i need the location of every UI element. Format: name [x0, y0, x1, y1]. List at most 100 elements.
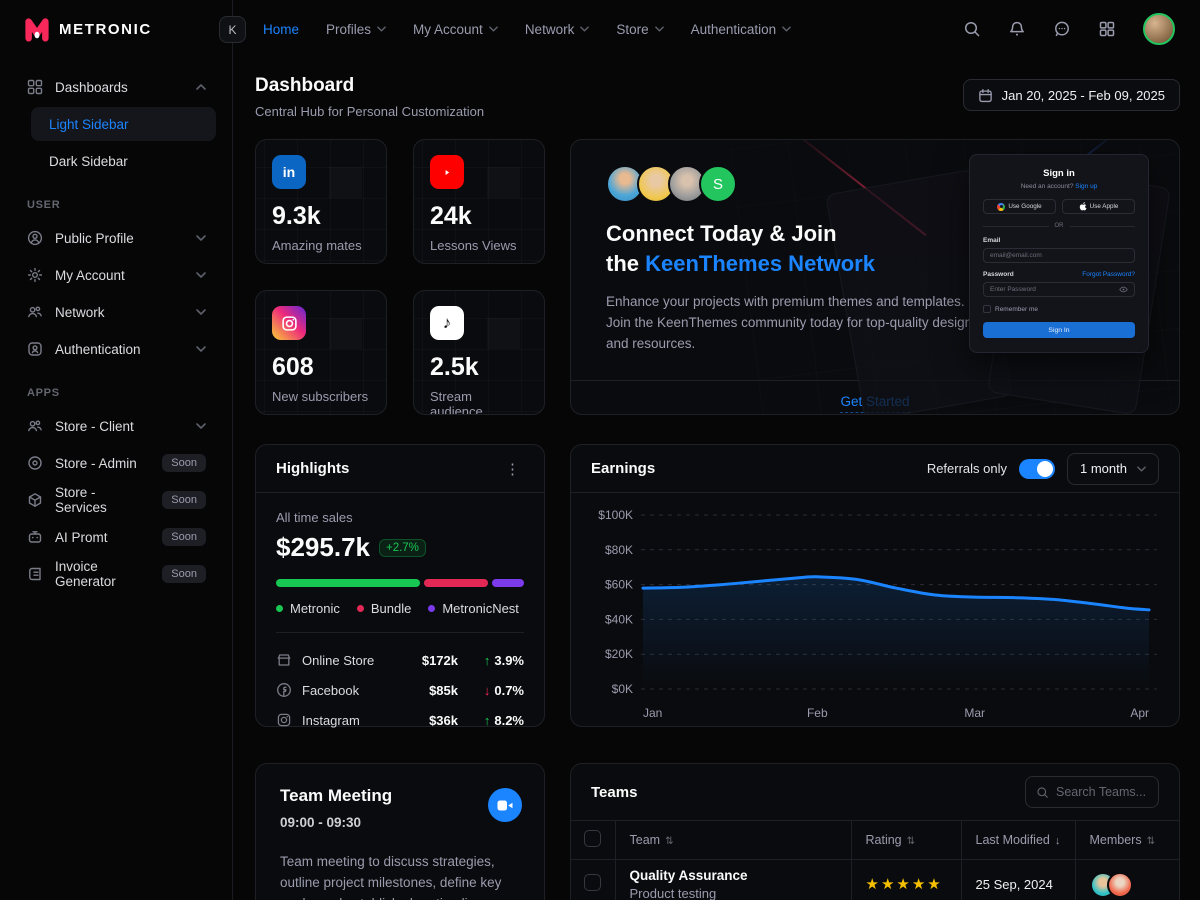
- sidebar-section-apps: APPS: [27, 387, 60, 399]
- sidebar-item-network[interactable]: Network: [10, 295, 216, 329]
- stat-value: 9.3k: [272, 202, 321, 230]
- dist-seg-0: [276, 579, 420, 587]
- cube-icon: [28, 493, 42, 507]
- nav-store[interactable]: Store: [616, 22, 664, 37]
- sidebar-nav: Dashboards Light Sidebar Dark Sidebar US…: [0, 58, 232, 591]
- column-header-last-modified[interactable]: Last Modified ↓: [960, 820, 1075, 860]
- stat-value: 2.5k: [430, 353, 479, 381]
- svg-text:Jan: Jan: [643, 706, 662, 720]
- column-header-rating[interactable]: Rating ⇅: [850, 820, 961, 860]
- sidebar-item-store-admin[interactable]: Store - Admin Soon: [10, 446, 216, 480]
- soon-badge: Soon: [162, 565, 206, 583]
- sort-down-icon: ↓: [1054, 835, 1061, 847]
- signin-mockup: Sign in Need an account? Sign up Use Goo…: [969, 154, 1149, 353]
- gear-icon: [27, 267, 43, 283]
- search-icon[interactable]: [963, 20, 981, 38]
- sidebar-item-light-sidebar[interactable]: Light Sidebar: [31, 107, 216, 141]
- referrals-only-toggle[interactable]: [1019, 458, 1056, 479]
- nav-authentication[interactable]: Authentication: [691, 22, 792, 37]
- sidebar-item-authentication[interactable]: Authentication: [10, 332, 216, 366]
- shield-icon: [28, 342, 42, 356]
- video-call-button[interactable]: [488, 788, 522, 822]
- chevron-down-icon: [377, 26, 386, 32]
- dist-seg-2: [491, 579, 524, 587]
- eye-icon: [1119, 286, 1128, 293]
- down-arrow-icon: ↓: [483, 682, 491, 698]
- sidebar-item-invoice-generator[interactable]: Invoice Generator Soon: [10, 557, 216, 591]
- sidebar-item-label: Dashboards: [55, 79, 128, 95]
- row-checkbox[interactable]: [584, 873, 601, 891]
- nav-profiles[interactable]: Profiles: [326, 22, 386, 37]
- team-subtitle: Product testing: [629, 886, 717, 900]
- stat-label: Amazing mates: [272, 238, 362, 253]
- calendar-icon: [978, 88, 992, 102]
- chevron-down-icon: [580, 26, 590, 32]
- team-meeting-title: Team Meeting: [280, 786, 393, 805]
- sidebar-item-public-profile[interactable]: Public Profile: [10, 221, 216, 255]
- nav-network[interactable]: Network: [525, 22, 590, 37]
- team-meeting-time: 09:00 - 09:30: [280, 815, 362, 830]
- svg-text:Mar: Mar: [964, 706, 985, 720]
- notifications-bell-icon[interactable]: [1008, 20, 1026, 38]
- chat-icon[interactable]: [1053, 20, 1071, 38]
- sidebar-item-dark-sidebar[interactable]: Dark Sidebar: [49, 153, 128, 169]
- stat-card-instagram: 608 New subscribers: [255, 290, 387, 415]
- grid-icon: [27, 79, 43, 95]
- topbar-actions: [963, 13, 1175, 45]
- highlight-row-facebook: Facebook $85k ↓ 0.7%: [276, 675, 524, 705]
- period-select[interactable]: 1 month: [1067, 452, 1159, 485]
- date-range-button[interactable]: Jan 20, 2025 - Feb 09, 2025: [962, 79, 1180, 111]
- sidebar-item-my-account[interactable]: My Account: [10, 258, 216, 292]
- sidebar-item-dashboards[interactable]: Dashboards: [10, 70, 216, 104]
- earnings-card: Earnings Referrals only 1 month: [570, 444, 1180, 727]
- legend-dot-0: [276, 605, 283, 612]
- svg-text:Feb: Feb: [807, 706, 828, 720]
- user-avatar[interactable]: [1143, 13, 1175, 45]
- svg-text:$60K: $60K: [605, 578, 633, 592]
- stat-card-linkedin: in 9.3k Amazing mates: [255, 139, 387, 264]
- signup-link: Sign up: [1075, 183, 1098, 190]
- teams-search-input[interactable]: [1056, 785, 1146, 799]
- legend-dot-2: [428, 605, 436, 612]
- up-arrow-icon: ↑: [483, 712, 491, 728]
- chevron-down-icon: [196, 346, 206, 352]
- member-avatars: [1089, 871, 1166, 898]
- chevron-down-icon: [654, 26, 664, 32]
- last-modified-date: 25 Sep, 2024: [960, 859, 1075, 900]
- chevron-down-icon: [488, 26, 498, 32]
- instagram-icon: [272, 306, 306, 340]
- svg-text:$40K: $40K: [605, 612, 633, 626]
- sidebar-item-ai-promt[interactable]: AI Promt Soon: [10, 520, 216, 554]
- sidebar-item-store-services[interactable]: Store - Services Soon: [10, 483, 216, 517]
- sort-icon: ⇅: [1146, 836, 1155, 847]
- stat-label: Stream audience: [430, 389, 483, 415]
- avatar: [1106, 871, 1133, 898]
- nav-my-account[interactable]: My Account: [413, 22, 498, 37]
- sales-label: All time sales: [276, 510, 353, 525]
- sidebar-item-store-client[interactable]: Store - Client: [10, 409, 216, 443]
- team-name: Quality Assurance: [629, 868, 748, 883]
- chevron-down-icon: [196, 235, 206, 241]
- stat-label: New subscribers: [272, 389, 369, 404]
- sort-icon: ⇅: [906, 836, 916, 847]
- select-all-checkbox[interactable]: [584, 830, 601, 847]
- rating-stars: ★★★★★: [865, 876, 943, 893]
- chevron-up-icon: [196, 84, 206, 90]
- up-arrow-icon: ↑: [483, 652, 491, 668]
- distribution-legend: Metronic Bundle MetronicNest: [276, 601, 524, 616]
- sidebar-toggle-button[interactable]: K: [219, 16, 246, 43]
- mockup-signin-button: Sign In: [983, 322, 1135, 338]
- kebab-menu-icon[interactable]: ⋮: [505, 460, 520, 478]
- column-header-team[interactable]: Team ⇅: [614, 820, 851, 860]
- teams-table: Team ⇅ Rating ⇅ Last Modified ↓ Members ⇅: [571, 820, 1179, 900]
- users-icon: [28, 306, 42, 318]
- nav-home[interactable]: Home: [263, 21, 300, 37]
- column-header-members[interactable]: Members ⇅: [1074, 820, 1179, 860]
- target-icon: [28, 456, 42, 470]
- users-icon: [28, 420, 42, 432]
- keenthemes-network-link: KeenThemes Network: [645, 250, 875, 276]
- apps-grid-icon[interactable]: [1098, 20, 1116, 38]
- teams-search[interactable]: [1025, 776, 1159, 808]
- apple-icon: [1079, 202, 1087, 211]
- bot-icon: [28, 531, 42, 543]
